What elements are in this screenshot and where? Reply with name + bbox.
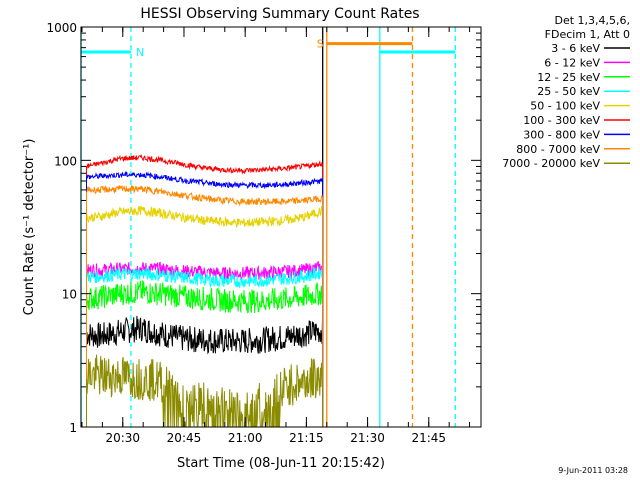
series-line [86, 171, 324, 428]
y-tick-label: 100 [54, 154, 77, 168]
series-line [86, 184, 324, 428]
legend: Det 1,3,4,5,6, FDecim 1, Att 0 3 - 6 keV… [502, 14, 630, 170]
x-tick-label: 21:15 [289, 431, 324, 445]
series-line [86, 315, 324, 428]
footer-timestamp: 9-Jun-2011 03:28 [558, 466, 628, 475]
x-tick-label: 20:30 [105, 431, 140, 445]
x-tick-label: 21:00 [228, 431, 263, 445]
interval-bars: NS [81, 38, 456, 59]
axis-ticks: 20:30 20:45 21:00 21:15 21:30 21:45 1 10 100 1000 [46, 21, 481, 445]
interval-label: N [136, 46, 144, 59]
legend-entry-label: 7000 - 20000 keV [502, 157, 600, 170]
legend-entry-label: 12 - 25 keV [537, 71, 600, 84]
series-line [86, 354, 324, 428]
x-axis-label: Start Time (08-Jun-11 20:15:42) [177, 456, 385, 471]
legend-entry-label: 800 - 7000 keV [516, 143, 600, 156]
y-axis-label: Count Rate (s⁻¹ detector⁻¹) [22, 139, 37, 316]
y-tick-label: 10 [62, 288, 77, 302]
plot-frame [80, 26, 482, 428]
series-group [86, 154, 324, 428]
interval-label: S [317, 38, 324, 51]
x-tick-label: 21:30 [350, 431, 385, 445]
legend-header-line-1: Det 1,3,4,5,6, [554, 14, 630, 27]
legend-entry-label: 25 - 50 keV [537, 85, 600, 98]
legend-entry-label: 300 - 800 keV [523, 128, 600, 141]
chart-title: HESSI Observing Summary Count Rates [140, 6, 419, 22]
series-line [86, 154, 324, 428]
legend-entry-label: 6 - 12 keV [544, 56, 600, 69]
series-line [86, 260, 324, 428]
legend-entry-label: 50 - 100 keV [530, 100, 600, 113]
x-tick-label: 21:45 [411, 431, 446, 445]
legend-header-line-2: FDecim 1, Att 0 [545, 28, 630, 41]
y-tick-label: 1000 [46, 21, 77, 35]
y-tick-label: 1 [69, 421, 77, 435]
series-line [86, 266, 324, 428]
x-tick-label: 20:45 [167, 431, 202, 445]
legend-entry-label: 3 - 6 keV [551, 42, 600, 55]
legend-entry-label: 100 - 300 keV [523, 114, 600, 127]
series-line [86, 280, 324, 428]
series-line [86, 205, 324, 428]
